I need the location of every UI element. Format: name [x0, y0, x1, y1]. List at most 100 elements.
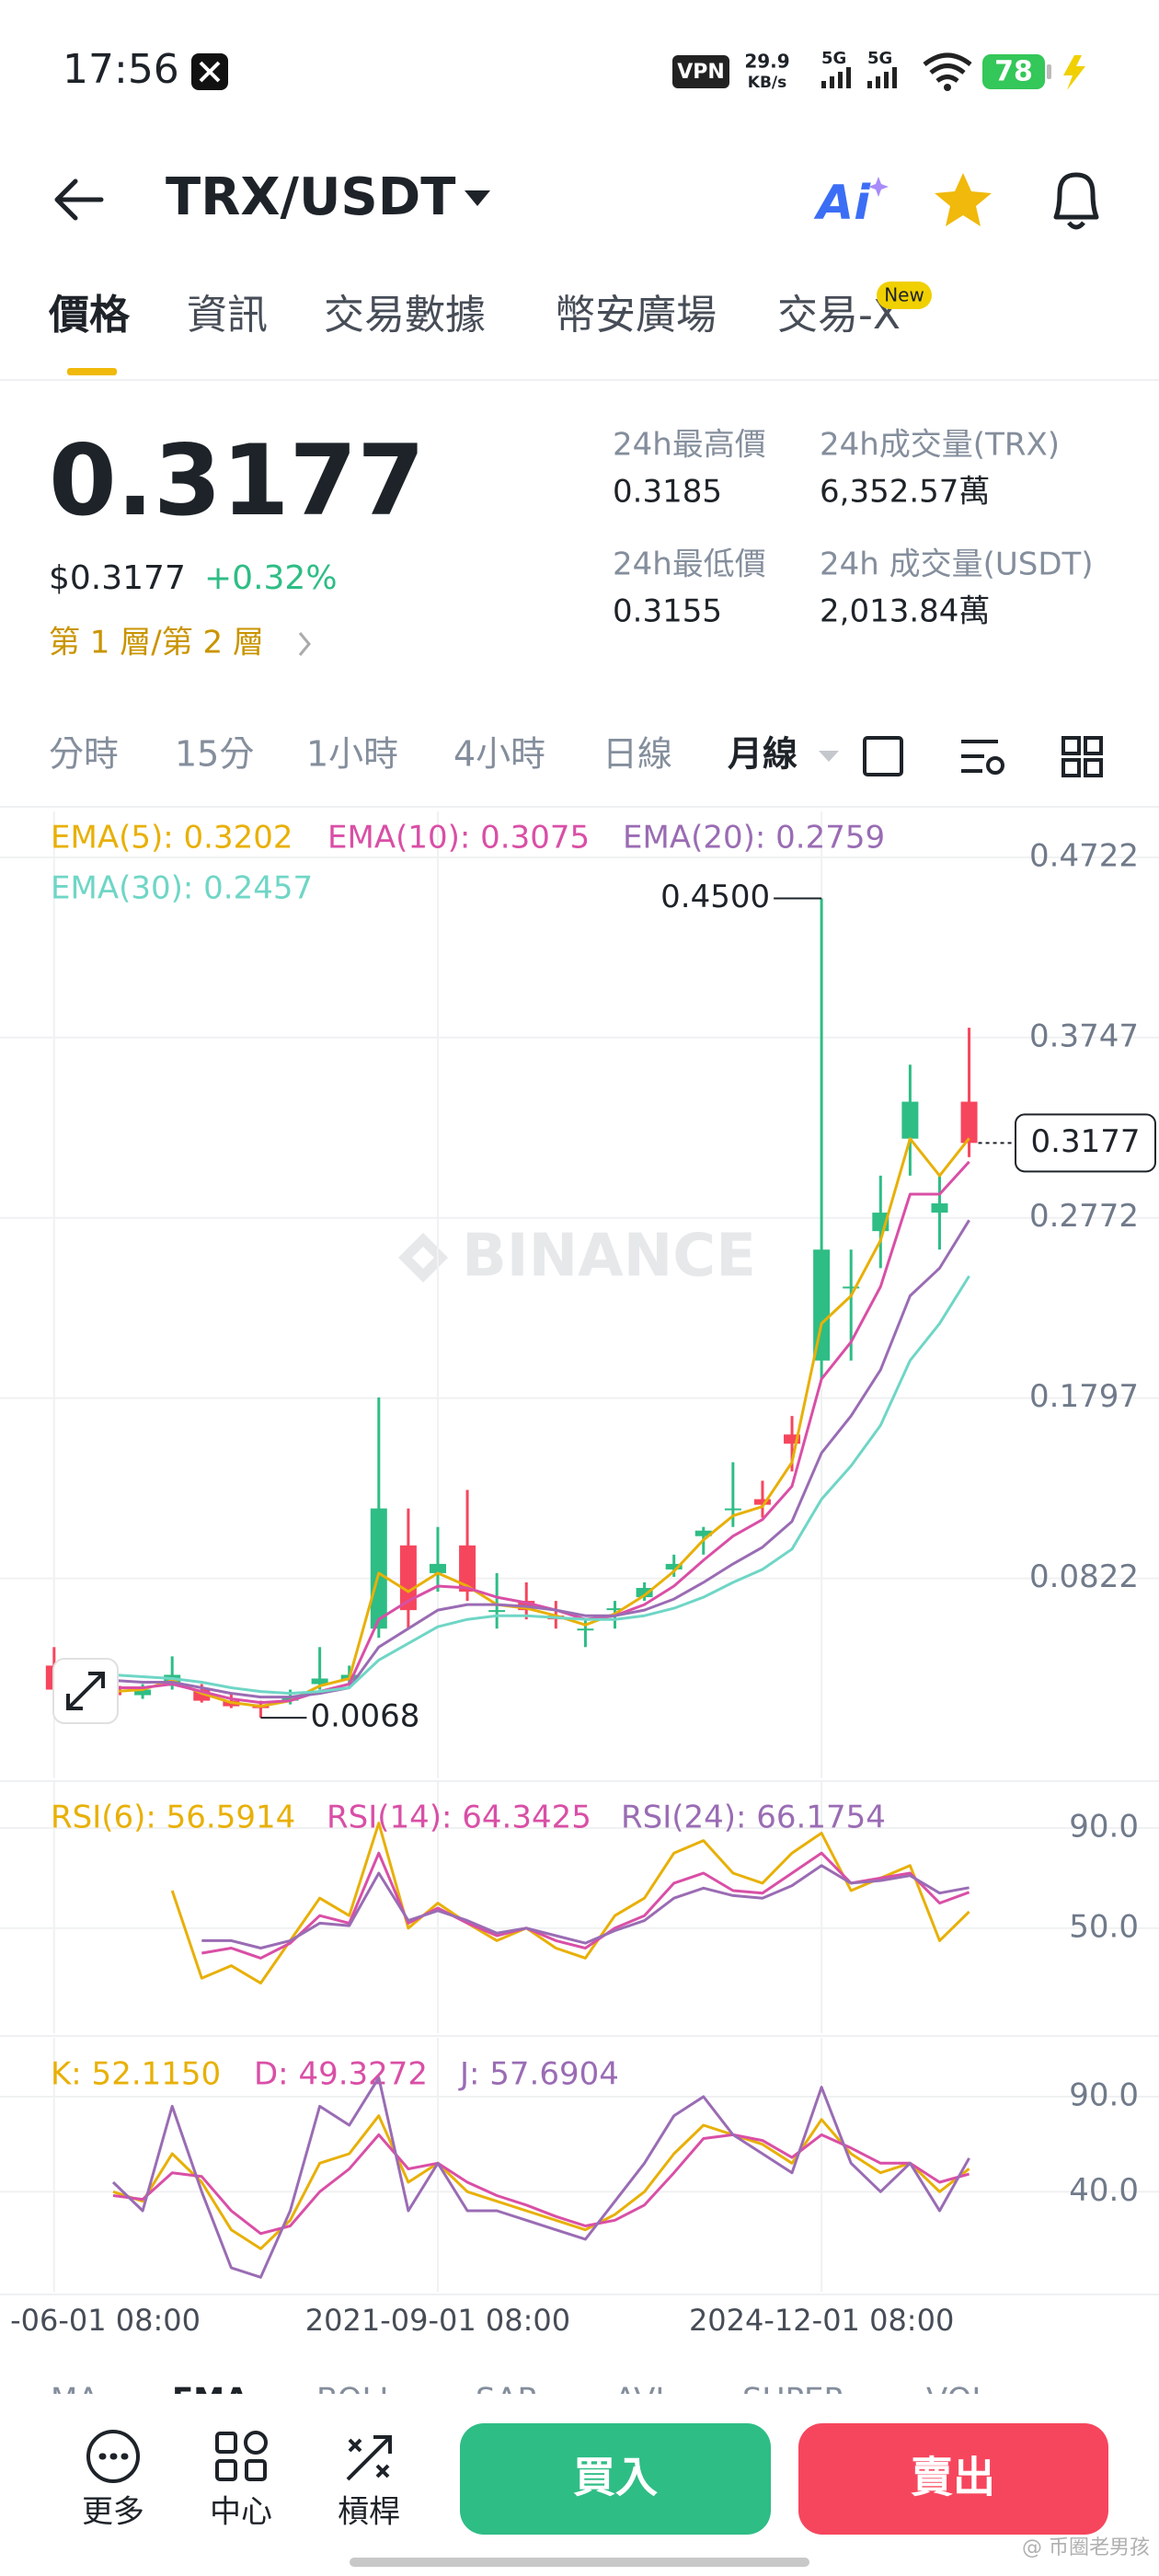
- stat-label: 24h成交量(TRX): [820, 427, 1060, 464]
- signal-label: 5G: [821, 49, 846, 68]
- leverage-icon[interactable]: [346, 2435, 392, 2481]
- panel-separator: [0, 2294, 1159, 2295]
- series-line: [170, 1822, 970, 1985]
- sell-label[interactable]: 賣出: [911, 2453, 995, 2502]
- stat-label: 24h最高價: [613, 427, 766, 464]
- net-speed-unit: KB/s: [748, 74, 786, 92]
- candle-body: [459, 1545, 476, 1593]
- series-line: [112, 2114, 970, 2250]
- usd-price: $0.3177: [49, 559, 186, 597]
- center-icon[interactable]: [215, 2431, 268, 2481]
- sell-button[interactable]: [798, 2423, 1108, 2535]
- y-tick-label: 90.0: [1069, 2077, 1139, 2114]
- x-app-glyph: [199, 61, 221, 83]
- legend-entry: RSI(24): 66.1754: [621, 1800, 886, 1836]
- tab[interactable]: 交易數據: [324, 292, 486, 339]
- interval-tab[interactable]: 15分: [175, 734, 254, 775]
- layout-icon: [1084, 736, 1103, 755]
- more-icon[interactable]: [86, 2430, 140, 2483]
- active-tab-indicator: [67, 368, 117, 375]
- stat-value: 6,352.57萬: [820, 474, 990, 511]
- status-time: 17:56: [63, 46, 179, 93]
- center-icon-part: [245, 2459, 267, 2481]
- legend-entry: RSI(14): 64.3425: [327, 1800, 591, 1836]
- interval-tab[interactable]: 分時: [49, 734, 119, 775]
- stat-value: 2,013.84萬: [820, 593, 990, 630]
- x-tick-label: 2024-12-01 08:00: [689, 2303, 954, 2338]
- action-label[interactable]: 中心: [210, 2494, 272, 2531]
- y-tick-label: 90.0: [1069, 1809, 1139, 1846]
- interval-tab[interactable]: 4小時: [453, 734, 545, 775]
- layout-icon[interactable]: [1061, 736, 1081, 755]
- y-tick-label: 0.1797: [1029, 1378, 1139, 1415]
- chevron: [298, 632, 311, 656]
- series-line: [201, 1864, 970, 1949]
- candle-body: [134, 1689, 152, 1696]
- battery-level: 78: [994, 56, 1033, 88]
- legend-entry: K: 52.1150: [51, 2056, 221, 2093]
- series-line: [201, 1851, 970, 1960]
- tab-bar: 價格 資訊 交易數據 幣安廣場 交易-X: [48, 292, 901, 339]
- battery: [982, 54, 1045, 89]
- center-icon-part: [244, 2431, 268, 2455]
- series-line: [53, 1275, 970, 1696]
- vpn-text: VPN: [677, 61, 725, 84]
- ai-sparkle: [868, 177, 889, 197]
- divider: [0, 379, 1159, 381]
- candle-body: [784, 1434, 801, 1444]
- candle-body: [843, 1286, 860, 1289]
- tab[interactable]: 價格: [48, 292, 131, 339]
- candle-body: [488, 1610, 506, 1613]
- candle-body: [399, 1545, 417, 1611]
- action-label[interactable]: 槓桿: [338, 2494, 400, 2531]
- pair-dropdown[interactable]: [465, 190, 490, 206]
- buy-button[interactable]: [460, 2423, 771, 2535]
- signal-bars: [867, 67, 897, 88]
- favorite-star[interactable]: [935, 173, 992, 226]
- action-label[interactable]: 更多: [82, 2494, 144, 2531]
- ai-button[interactable]: Ai: [813, 176, 871, 231]
- back-button[interactable]: [54, 178, 104, 221]
- stat-value: 0.3155: [613, 593, 722, 630]
- y-tick-label: 50.0: [1069, 1908, 1139, 1945]
- legend-entry: EMA(10): 0.3075: [327, 820, 590, 857]
- home-indicator: [350, 2558, 809, 2567]
- price-tag: [1015, 1113, 1156, 1173]
- indicator-settings-gear: [986, 756, 1004, 775]
- ticker-stats: 24h最高價 0.3185 24h成交量(TRX) 6,352.57萬 24h最低價 0.…: [613, 427, 1094, 630]
- tab[interactable]: 資訊: [187, 292, 268, 339]
- interval-dropdown[interactable]: [819, 751, 839, 762]
- interval-tab[interactable]: 1小時: [306, 734, 398, 775]
- new-badge-text: New: [884, 284, 924, 306]
- tab[interactable]: 幣安廣場: [555, 292, 717, 339]
- high-annotation: 0.4500: [660, 879, 770, 915]
- layout-icon: [1084, 758, 1103, 777]
- layer-link[interactable]: 第 1 層/第 2 層: [49, 625, 264, 661]
- stat-value: 0.3185: [613, 474, 722, 511]
- buy-label[interactable]: 買入: [573, 2453, 658, 2502]
- alert-bell[interactable]: [1053, 172, 1099, 230]
- series-line: [53, 1160, 970, 1705]
- legend-entry: EMA(20): 0.2759: [623, 820, 885, 857]
- expand-icon: [66, 1672, 105, 1710]
- expand-button[interactable]: [52, 1658, 119, 1724]
- new-badge: [877, 282, 932, 309]
- pair-title[interactable]: TRX/USDT: [166, 167, 455, 227]
- watermark-logo: [398, 1233, 448, 1282]
- center-icon-part: [215, 2432, 237, 2454]
- chart-type-icon[interactable]: [863, 736, 903, 776]
- indicator-settings-icon[interactable]: [961, 740, 998, 773]
- candle-body: [753, 1499, 771, 1505]
- net-speed: 29.9: [744, 51, 789, 73]
- series-line: [112, 2133, 970, 2236]
- series-line: [111, 2076, 970, 2279]
- divider: [0, 806, 1159, 808]
- y-tick-label: 40.0: [1069, 2172, 1139, 2209]
- legend-entry: EMA(5): 0.3202: [51, 820, 293, 857]
- legend-entry: EMA(30): 0.2457: [51, 870, 313, 907]
- interval-tab[interactable]: 月線: [728, 734, 798, 775]
- interval-tab[interactable]: 日線: [602, 734, 672, 775]
- legend-entry: RSI(6): 56.5914: [51, 1800, 295, 1836]
